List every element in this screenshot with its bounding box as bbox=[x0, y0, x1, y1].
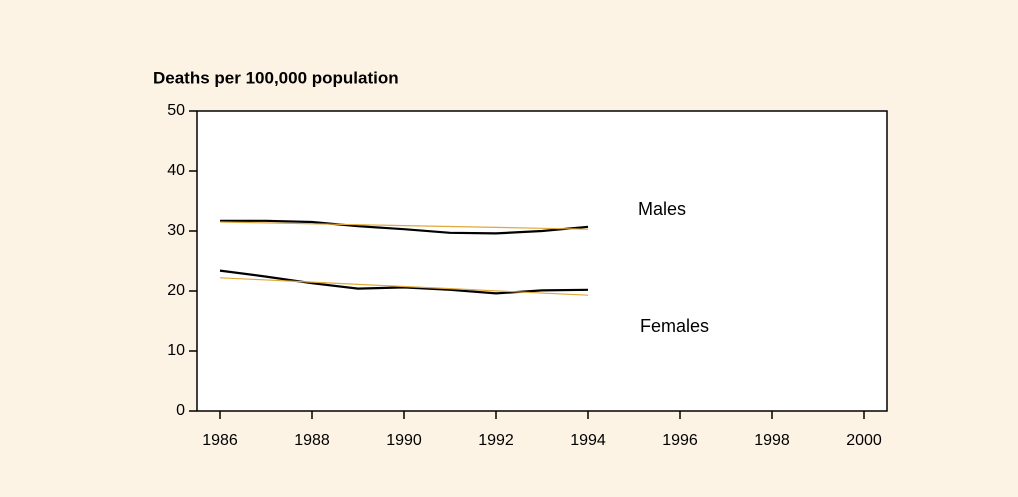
x-tick-label: 1994 bbox=[570, 432, 606, 449]
x-tick-label: 1988 bbox=[294, 432, 330, 449]
trend-line bbox=[219, 221, 589, 230]
y-tick-label: 50 bbox=[167, 102, 185, 119]
series-line bbox=[219, 269, 589, 295]
plot-area bbox=[196, 110, 888, 412]
trend-line bbox=[219, 277, 589, 296]
y-tick-label: 0 bbox=[176, 402, 185, 419]
y-tick-label: 40 bbox=[167, 162, 185, 179]
x-tick-label: 1990 bbox=[386, 432, 422, 449]
x-tick-label: 1992 bbox=[478, 432, 514, 449]
chart-title: Deaths per 100,000 population bbox=[153, 68, 399, 87]
x-tick-label: 1998 bbox=[754, 432, 790, 449]
series-label: Males bbox=[638, 199, 686, 219]
series-line bbox=[220, 219, 589, 235]
y-tick-label: 30 bbox=[167, 222, 185, 239]
y-tick-label: 20 bbox=[167, 282, 185, 299]
series-label: Females bbox=[640, 316, 709, 336]
x-tick-label: 1996 bbox=[662, 432, 698, 449]
x-tick-label: 2000 bbox=[846, 432, 882, 449]
x-tick-label: 1986 bbox=[202, 432, 238, 449]
y-tick-label: 10 bbox=[167, 342, 185, 359]
